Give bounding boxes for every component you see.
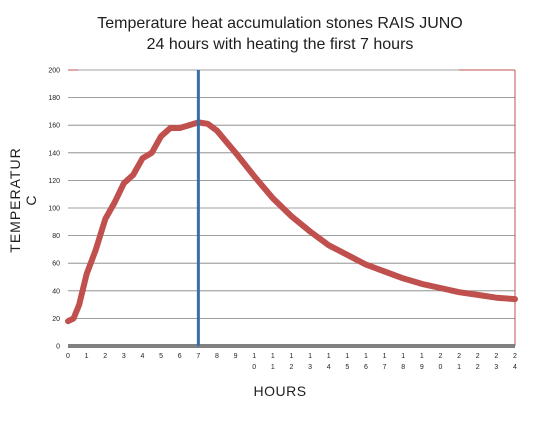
x-tick-label: 1 — [345, 353, 349, 360]
x-tick-label: 9 — [420, 364, 424, 371]
chart-subtitle: 24 hours with heating the first 7 hours — [146, 36, 414, 53]
x-tick-label: 1 — [271, 353, 275, 360]
x-axis-label: HOURS — [253, 383, 307, 399]
x-tick-label: 1 — [364, 353, 368, 360]
x-tick-label: 3 — [494, 364, 498, 371]
x-tick-label: 6 — [364, 364, 368, 371]
x-tick-label: 1 — [252, 353, 256, 360]
y-tick-label: 180 — [48, 95, 60, 102]
x-tick-label: 1 — [308, 353, 312, 360]
x-tick-label: 3 — [308, 364, 312, 371]
x-tick-label: 5 — [345, 364, 349, 371]
chart-title: Temperature heat accumulation stones RAI… — [97, 15, 463, 32]
y-tick-label: 100 — [48, 206, 60, 213]
temperature-series-line — [65, 119, 518, 325]
x-tick-label: 1 — [383, 353, 387, 360]
x-tick-label: 4 — [327, 364, 331, 371]
x-tick-label: 2 — [439, 353, 443, 360]
x-tick-label: 5 — [159, 353, 163, 360]
x-tick-label: 1 — [271, 364, 275, 371]
x-tick-label: 2 — [457, 353, 461, 360]
x-tick-label: 3 — [122, 353, 126, 360]
x-tick-label: 1 — [327, 353, 331, 360]
x-tick-label: 2 — [103, 353, 107, 360]
x-tick-label: 1 — [401, 353, 405, 360]
x-tick-label: 9 — [234, 353, 238, 360]
y-tick-label: 80 — [52, 233, 60, 240]
y-tick-label: 60 — [52, 261, 60, 268]
x-tick-label: 4 — [513, 364, 517, 371]
x-tick-label: 8 — [215, 353, 219, 360]
y-tick-label: 40 — [52, 288, 60, 295]
x-tick-label: 2 — [494, 353, 498, 360]
x-tick-label: 0 — [439, 364, 443, 371]
x-tick-label: 2 — [476, 364, 480, 371]
y-tick-label: 200 — [48, 68, 60, 75]
y-tick-label: 140 — [48, 150, 60, 157]
y-tick-label: 0 — [56, 344, 60, 351]
x-tick-label: 7 — [383, 364, 387, 371]
x-tick-label: 0 — [66, 353, 70, 360]
x-tick-label: 8 — [401, 364, 405, 371]
x-tick-label: 1 — [420, 353, 424, 360]
x-tick-label: 7 — [196, 353, 200, 360]
x-tick-label: 1 — [85, 353, 89, 360]
x-tick-label: 1 — [457, 364, 461, 371]
y-tick-label: 120 — [48, 178, 60, 185]
x-tick-label: 2 — [476, 353, 480, 360]
y-tick-label: 160 — [48, 123, 60, 130]
y-tick-label: 20 — [52, 316, 60, 323]
x-tick-label: 2 — [290, 364, 294, 371]
x-tick-label: 1 — [290, 353, 294, 360]
x-tick-label: 2 — [513, 353, 517, 360]
x-tick-label: 4 — [141, 353, 145, 360]
x-tick-label: 0 — [252, 364, 256, 371]
x-tick-label: 6 — [178, 353, 182, 360]
